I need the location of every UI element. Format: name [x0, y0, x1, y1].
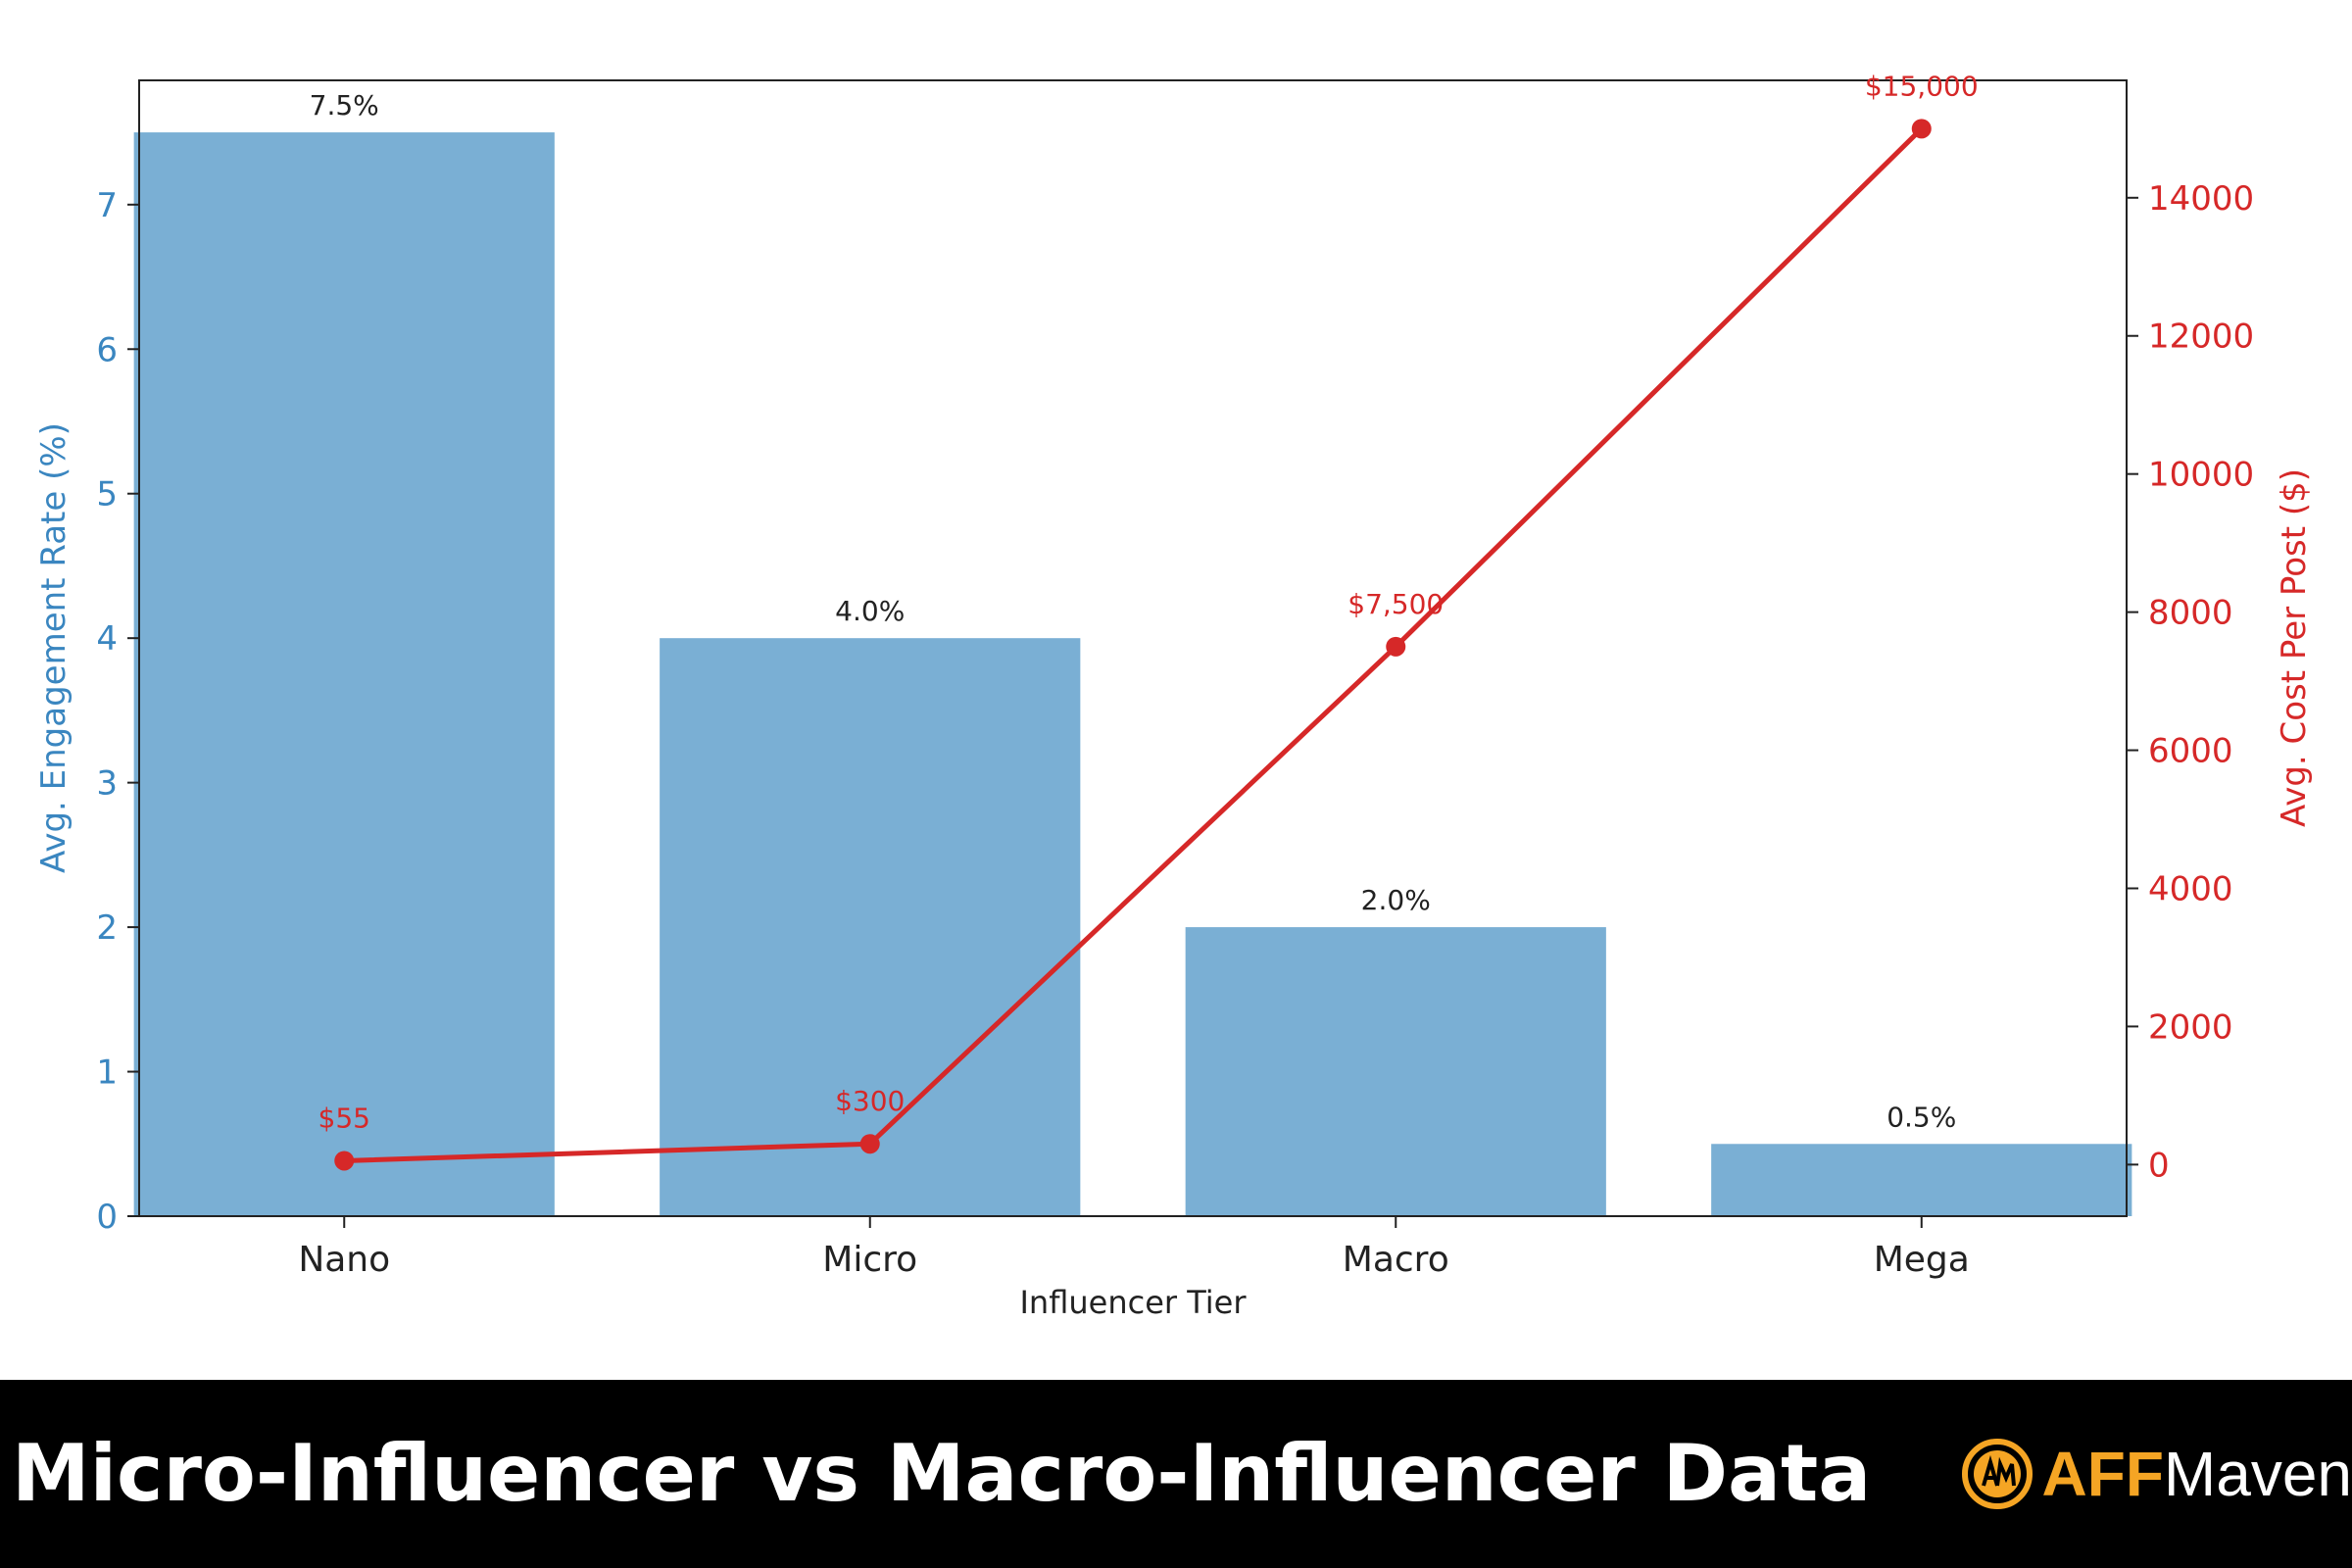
cost-data-label: $300: [835, 1085, 905, 1117]
left-tick-label: 0: [96, 1198, 118, 1237]
brand-logo: AFF Maven: [1960, 1437, 2352, 1511]
plot-frame: [138, 79, 2128, 1217]
cost-point-micro: [859, 1134, 880, 1154]
right-tick-label: 10000: [2148, 456, 2254, 495]
bar-data-label: 4.0%: [835, 595, 905, 627]
chart-area: 0 1 2 3 4 5 6 7 0 2000 4000 6000 8000 10000 12000 14000…: [34, 70, 2314, 1321]
left-axis-title: Avg. Engagement Rate (%): [34, 422, 74, 873]
ticks-layer: 0 1 2 3 4 5 6 7 0 2000 4000 6000 8000 10000 12000 14000…: [96, 179, 2254, 1280]
bar-mega: [1711, 1144, 2132, 1216]
right-tick-label: 0: [2148, 1146, 2170, 1185]
right-tick-label: 8000: [2148, 594, 2233, 633]
labels-layer: 7.5% 4.0% 2.0% 0.5% $55 $300 $7,500 $15,000: [310, 70, 1979, 1134]
x-tick-label: Nano: [298, 1240, 390, 1280]
right-tick-label: 2000: [2148, 1007, 2233, 1047]
cost-line: [344, 126, 1924, 1163]
x-tick-label: Mega: [1874, 1240, 1970, 1280]
cost-point-mega: [1911, 119, 1932, 139]
x-tick-label: Micro: [822, 1240, 917, 1280]
right-axis-title: Avg. Cost Per Post ($): [2275, 468, 2314, 827]
left-tick-label: 1: [96, 1054, 118, 1093]
left-tick-label: 7: [96, 186, 118, 225]
right-tick-label: 4000: [2148, 869, 2233, 908]
bar-macro: [1185, 927, 1606, 1216]
left-tick-label: 6: [96, 330, 118, 369]
cost-data-label: $15,000: [1865, 70, 1979, 102]
left-tick-label: 2: [96, 908, 118, 948]
bar-nano: [133, 132, 555, 1216]
left-tick-label: 3: [96, 764, 118, 804]
right-tick-label: 12000: [2148, 318, 2254, 357]
x-axis-title: Influencer Tier: [1019, 1284, 1247, 1321]
cost-point-nano: [334, 1151, 355, 1171]
x-tick-label: Macro: [1343, 1240, 1449, 1280]
right-tick-label: 6000: [2148, 732, 2233, 771]
left-tick-label: 5: [96, 475, 118, 514]
bar-data-label: 7.5%: [310, 89, 379, 122]
bar-data-label: 0.5%: [1886, 1101, 1956, 1133]
brand-text-maven: Maven: [2163, 1439, 2352, 1509]
cost-data-label: $7,500: [1348, 588, 1444, 620]
banner-title: Micro-Influencer vs Macro-Influencer Dat…: [12, 1428, 1872, 1519]
cost-data-label: $55: [318, 1102, 370, 1134]
left-tick-label: 4: [96, 619, 118, 659]
brand-text-aff: AFF: [2041, 1439, 2164, 1509]
bars-layer: [133, 132, 2132, 1216]
footer-banner: Micro-Influencer vs Macro-Influencer Dat…: [0, 1380, 2352, 1568]
bar-micro: [660, 638, 1081, 1216]
cost-point-macro: [1386, 636, 1406, 657]
am-logo-icon: [1961, 1439, 2033, 1509]
line-layer: [334, 119, 1932, 1171]
right-tick-label: 14000: [2148, 179, 2254, 219]
combo-chart: 0 1 2 3 4 5 6 7 0 2000 4000 6000 8000 10000 12000 14000…: [34, 70, 2314, 1321]
bar-data-label: 2.0%: [1361, 884, 1431, 916]
